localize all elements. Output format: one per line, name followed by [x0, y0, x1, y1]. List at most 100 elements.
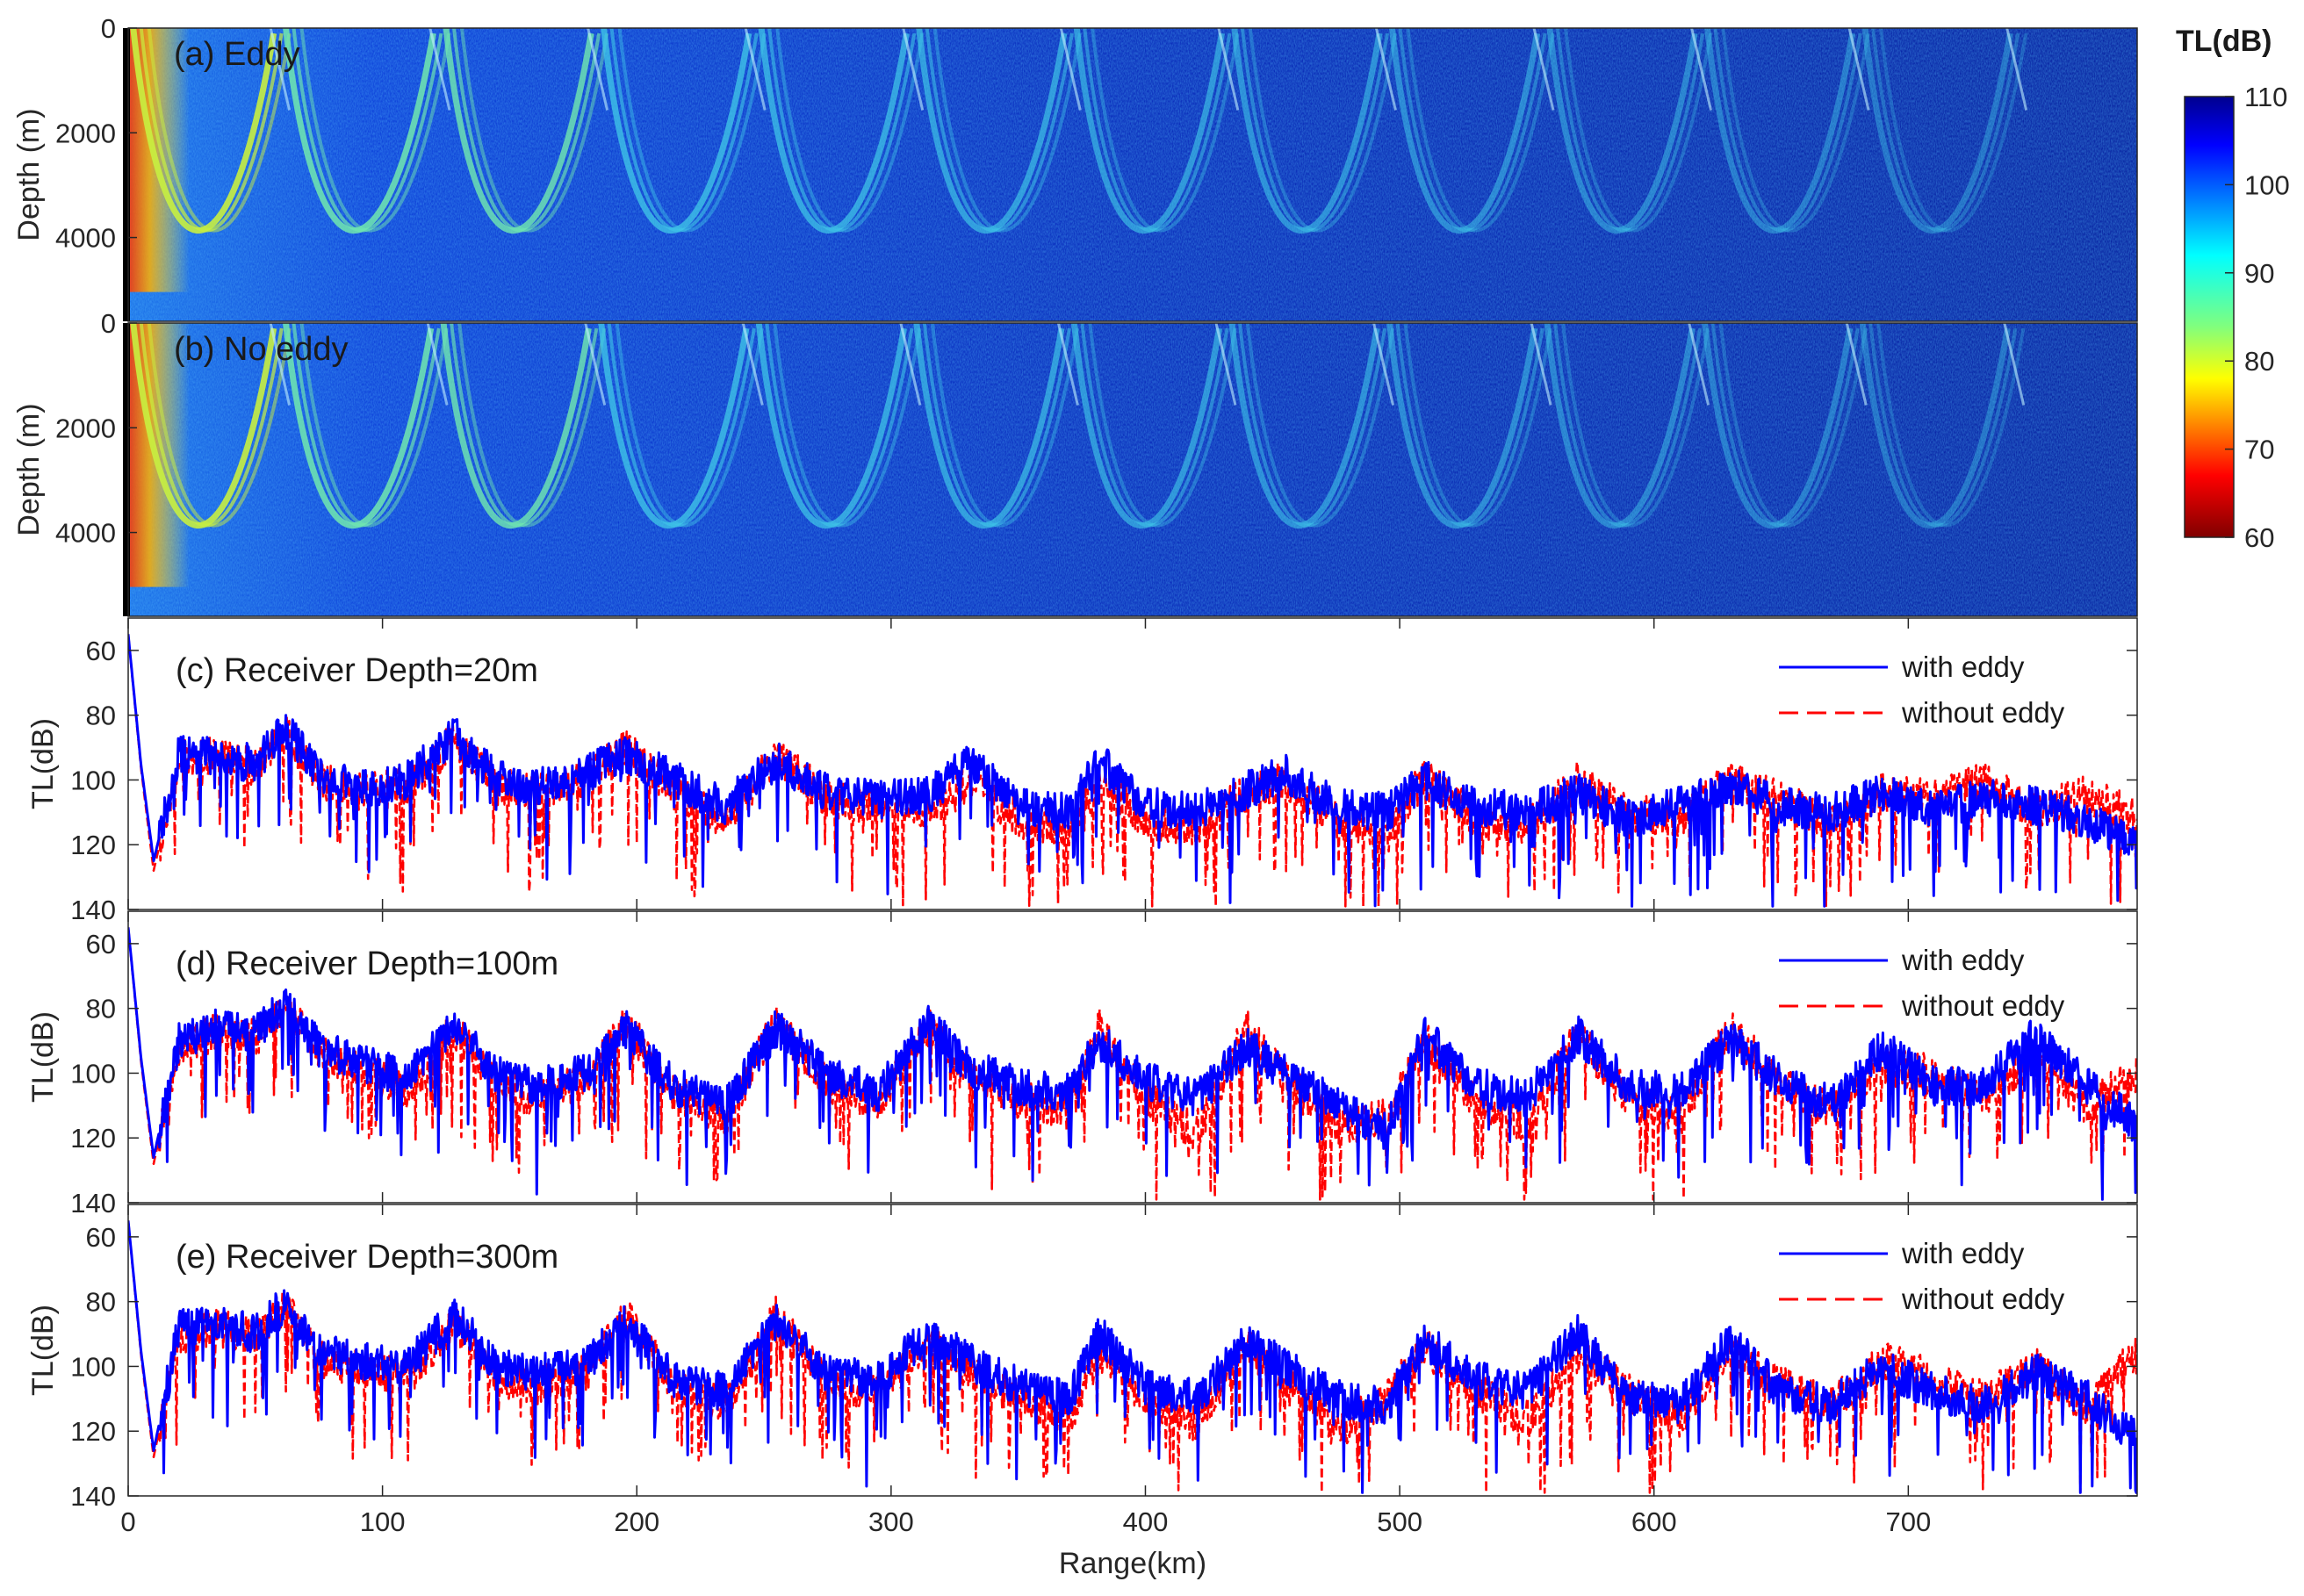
surface-reflection	[902, 28, 925, 111]
legend-without-eddy: without eddy	[1901, 989, 2065, 1022]
convergence-zone-ray	[299, 323, 449, 528]
convergence-zone-ray	[1403, 323, 1552, 528]
convergence-zone-ray	[452, 28, 601, 233]
convergence-zone-ray	[147, 323, 292, 528]
y-tick-label: 80	[86, 1287, 116, 1318]
surface-reflection	[1530, 323, 1552, 406]
heatmap-texture	[128, 28, 2137, 321]
series-with-eddy	[128, 1220, 2137, 1494]
surface-reflection	[1532, 28, 1555, 111]
surface-reflection	[269, 323, 292, 406]
y-tick-label: 60	[86, 929, 116, 960]
legend-with-eddy: with eddy	[1901, 944, 2025, 976]
surface-reflection	[428, 28, 451, 111]
convergence-zone-ray	[1544, 323, 1696, 528]
x-axis-label: Range(km)	[1059, 1547, 1206, 1580]
series-with-eddy	[128, 927, 2137, 1201]
convergence-zone-ray	[443, 28, 594, 234]
convergence-zone-ray	[1876, 323, 2026, 528]
surface-reflection	[1845, 323, 1868, 406]
surface-reflection	[2005, 28, 2028, 111]
panel-a-label: (a) Eddy	[174, 36, 300, 73]
surface-reflection	[899, 323, 922, 406]
convergence-zone-ray	[765, 323, 914, 528]
convergence-zone-ray	[1398, 28, 1547, 233]
convergence-zone-ray	[1553, 323, 1703, 528]
convergence-zone-ray	[1561, 323, 1710, 528]
y-tick-label: 0	[101, 308, 116, 339]
plot-frame	[127, 617, 2138, 910]
convergence-zone-ray	[767, 28, 917, 233]
convergence-zone-ray	[139, 323, 284, 528]
heatmap-texture	[128, 323, 2137, 616]
surface-reflection	[1217, 28, 1240, 111]
x-tick-label: 400	[1123, 1506, 1169, 1537]
y-tick-label: 100	[70, 1351, 116, 1382]
x-tick-label: 300	[868, 1506, 914, 1537]
surface-reflection	[1372, 323, 1394, 406]
x-tick-label: 600	[1631, 1506, 1677, 1537]
series-with-eddy	[128, 634, 2137, 908]
heatmap-field	[128, 323, 2137, 616]
convergence-zone-ray	[1861, 28, 2013, 234]
colorbar-tick-label: 100	[2244, 169, 2290, 200]
convergence-zone-ray	[1073, 28, 1225, 234]
panel-a-eddy-heatmap: 0 2000 4000	[55, 13, 2138, 322]
y-tick-label: 60	[86, 1222, 116, 1253]
convergence-zone-ray	[1088, 323, 1237, 528]
convergence-zone-ray	[1859, 323, 2011, 528]
surface-reflection	[1059, 28, 1082, 111]
convergence-zone-ray	[283, 323, 435, 528]
convergence-zone-ray	[139, 28, 284, 233]
convergence-zone-ray	[1388, 28, 1541, 234]
convergence-zone-ray	[130, 28, 277, 234]
surface-reflection	[584, 323, 607, 406]
y-tick-label: 2000	[55, 413, 116, 443]
surface-reflection	[2003, 323, 2026, 406]
convergence-zone-ray	[1713, 28, 1862, 233]
plot-lines	[128, 1220, 2137, 1494]
convergence-zone-ray	[755, 323, 907, 528]
heatmap-left-edge	[123, 323, 130, 616]
y-tick-label: 100	[70, 1058, 116, 1089]
panel-b-no-eddy-heatmap: 0 2000 4000	[55, 308, 2138, 617]
convergence-zone-ray	[615, 323, 764, 528]
convergence-zone-ray	[1868, 323, 2018, 528]
convergence-zone-ray	[1555, 28, 1705, 233]
heatmap-frame	[127, 27, 2138, 322]
y-tick-label: 2000	[55, 118, 116, 148]
surface-reflection	[1688, 323, 1710, 406]
convergence-zone-ray	[598, 323, 750, 528]
convergence-zone-ray	[1879, 28, 2028, 233]
x-tick-label: 100	[360, 1506, 406, 1537]
plot-lines	[128, 927, 2137, 1201]
convergence-zone-ray	[773, 323, 922, 528]
surface-reflection	[1690, 28, 1713, 111]
panel-d-label: (d) Receiver Depth=100m	[176, 945, 558, 982]
panel-e-label: (e) Receiver Depth=300m	[176, 1239, 558, 1276]
convergence-zone-ray	[147, 28, 292, 233]
convergence-zone-ray	[609, 28, 759, 233]
surface-reflection	[1056, 323, 1079, 406]
series-without-eddy	[128, 1220, 2137, 1494]
y-tick-label: 4000	[55, 223, 116, 254]
convergence-zone-ray	[930, 323, 1079, 528]
y-tick-label: 80	[86, 994, 116, 1024]
colorbar-tick-label: 60	[2244, 522, 2274, 553]
convergence-zone-ray	[932, 28, 1082, 233]
convergence-zone-ray	[617, 28, 767, 233]
convergence-zone-ray	[1710, 323, 1860, 528]
panel-b-label: (b) No eddy	[174, 331, 349, 368]
legend-without-eddy: without eddy	[1901, 696, 2065, 729]
y-tick-label: 0	[101, 13, 116, 44]
y-tick-label: 120	[70, 1123, 116, 1154]
panel-e-ylabel: TL(dB)	[26, 1305, 60, 1396]
convergence-zone-ray	[1395, 323, 1544, 528]
panel-a-ylabel: Depth (m)	[12, 108, 46, 241]
convergence-zone-ray	[450, 323, 599, 528]
convergence-zone-ray	[1237, 323, 1387, 528]
panel-b-ylabel: Depth (m)	[12, 403, 46, 536]
convergence-zone-ray	[925, 28, 1074, 233]
